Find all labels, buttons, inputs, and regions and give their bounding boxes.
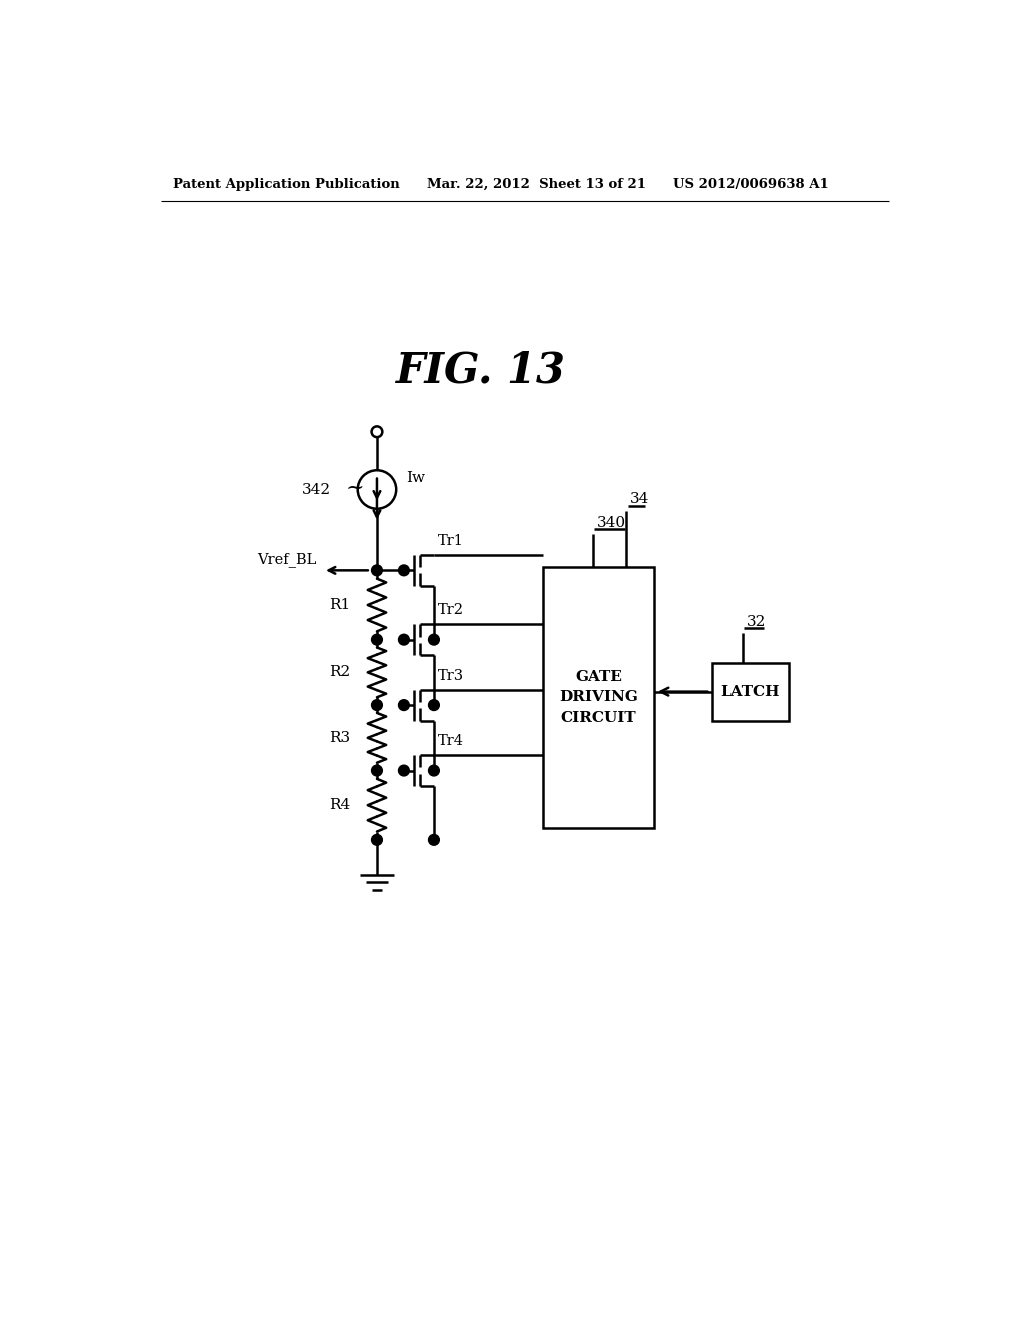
Text: 340: 340: [597, 516, 626, 529]
Text: R3: R3: [329, 731, 350, 744]
Circle shape: [398, 700, 410, 710]
Text: 342: 342: [302, 483, 331, 496]
Text: LATCH: LATCH: [721, 685, 780, 698]
Text: 34: 34: [630, 492, 649, 507]
Text: Tr4: Tr4: [438, 734, 464, 748]
Text: Vref_BL: Vref_BL: [257, 552, 316, 566]
Text: US 2012/0069638 A1: US 2012/0069638 A1: [674, 178, 829, 190]
Circle shape: [429, 635, 439, 645]
Bar: [712, 663, 788, 721]
Text: FIG. 13: FIG. 13: [396, 350, 566, 391]
Text: Iw: Iw: [407, 471, 425, 484]
Bar: [543, 566, 654, 829]
Circle shape: [398, 635, 410, 645]
Text: GATE
DRIVING
CIRCUIT: GATE DRIVING CIRCUIT: [559, 669, 638, 725]
Text: Tr3: Tr3: [438, 669, 464, 682]
Text: Patent Application Publication: Patent Application Publication: [173, 178, 399, 190]
Circle shape: [429, 766, 439, 776]
Circle shape: [429, 700, 439, 710]
Text: Mar. 22, 2012  Sheet 13 of 21: Mar. 22, 2012 Sheet 13 of 21: [427, 178, 646, 190]
Circle shape: [372, 700, 382, 710]
Circle shape: [429, 834, 439, 845]
Circle shape: [372, 565, 382, 576]
Text: R1: R1: [329, 598, 350, 612]
Text: ~: ~: [346, 477, 365, 499]
Circle shape: [398, 766, 410, 776]
Circle shape: [372, 635, 382, 645]
Text: Tr1: Tr1: [438, 535, 464, 548]
Text: R4: R4: [329, 799, 350, 812]
Circle shape: [398, 565, 410, 576]
Text: Tr2: Tr2: [438, 603, 464, 618]
Text: R2: R2: [329, 665, 350, 680]
Circle shape: [372, 834, 382, 845]
Text: 32: 32: [746, 615, 766, 628]
Circle shape: [372, 766, 382, 776]
